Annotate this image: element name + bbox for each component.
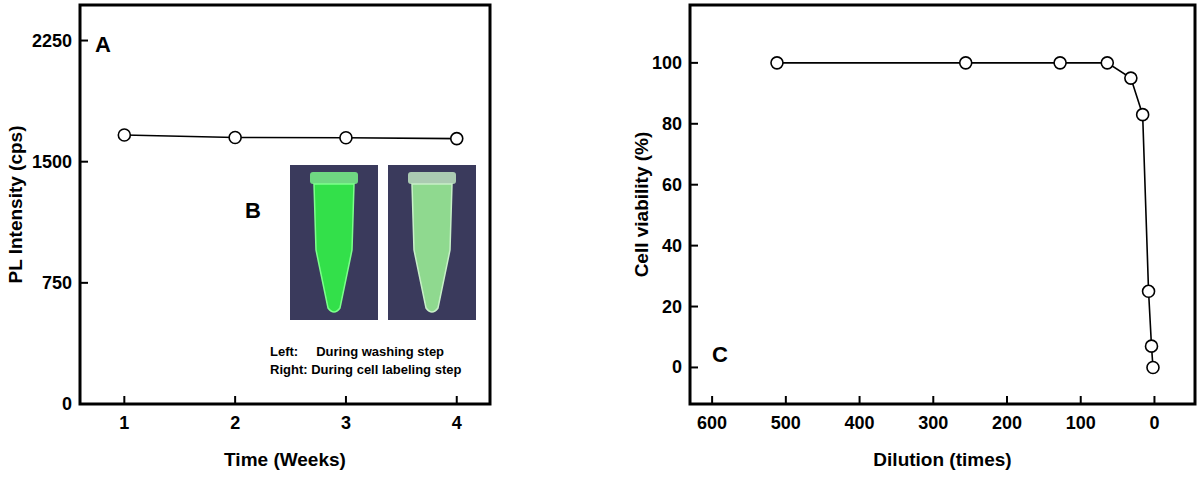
y-tick-label: 40 (662, 236, 682, 256)
x-tick-label: 3 (341, 413, 351, 433)
data-point (1101, 57, 1113, 69)
data-point (1147, 361, 1159, 373)
data-point (340, 132, 352, 144)
plot-frame (690, 5, 1195, 404)
y-axis-label: PL Intensity (cps) (5, 125, 26, 283)
y-tick-label: 60 (662, 175, 682, 195)
y-tick-label: 750 (42, 273, 72, 293)
data-line (124, 135, 456, 139)
y-tick-label: 100 (652, 53, 682, 73)
data-point (960, 57, 972, 69)
data-point (1125, 72, 1137, 84)
y-tick-label: 0 (672, 357, 682, 377)
x-tick-label: 400 (845, 413, 875, 433)
data-point (1146, 340, 1158, 352)
x-tick-label: 0 (1149, 413, 1159, 433)
y-tick-label: 0 (62, 394, 72, 414)
x-tick-label: 1 (119, 413, 129, 433)
plot-frame (80, 5, 490, 404)
y-axis-label: Cell viability (%) (631, 132, 652, 278)
inset-photo (290, 165, 476, 320)
figure: 1234075015002250Time (Weeks)PL Intensity… (0, 0, 1200, 480)
data-point (771, 57, 783, 69)
x-tick-label: 500 (771, 413, 801, 433)
tube-cap (408, 172, 456, 184)
x-tick-label: 300 (918, 413, 948, 433)
x-tick-label: 600 (697, 413, 727, 433)
x-axis-label: Time (Weeks) (224, 449, 346, 470)
photo-background (388, 165, 476, 320)
data-point (451, 133, 463, 145)
data-point (1054, 57, 1066, 69)
y-tick-label: 2250 (32, 31, 72, 51)
plot-data (118, 129, 462, 145)
tube-cap (310, 172, 358, 184)
data-point (118, 129, 130, 141)
y-tick-label: 20 (662, 297, 682, 317)
x-tick-label: 100 (1066, 413, 1096, 433)
panel: 600 500 400 300 200 100 0 0 20 40 60 80 100 Dilution … (631, 5, 1195, 470)
data-point (229, 131, 241, 143)
annotation: C (712, 342, 728, 367)
y-tick-label: 1500 (32, 152, 72, 172)
data-point (1137, 109, 1149, 121)
plot-data (771, 57, 1159, 374)
panel: 1 2 3 4 0 750 1500 2250 Time (Weeks) PL Intensity… (5, 5, 490, 470)
photo-background (290, 165, 378, 320)
annotation: A (95, 32, 111, 57)
x-axis-label: Dilution (times) (873, 449, 1011, 470)
x-tick-label: 200 (992, 413, 1022, 433)
annotation: Right: During cell labeling step (270, 362, 461, 377)
x-tick-label: 2 (230, 413, 240, 433)
tube (412, 184, 452, 312)
annotation: B (245, 198, 261, 223)
y-tick-label: 80 (662, 114, 682, 134)
x-tick-label: 4 (452, 413, 462, 433)
data-line (777, 63, 1153, 368)
data-point (1143, 285, 1155, 297)
annotation: Left: During washing step (270, 344, 444, 359)
tube (314, 184, 354, 312)
